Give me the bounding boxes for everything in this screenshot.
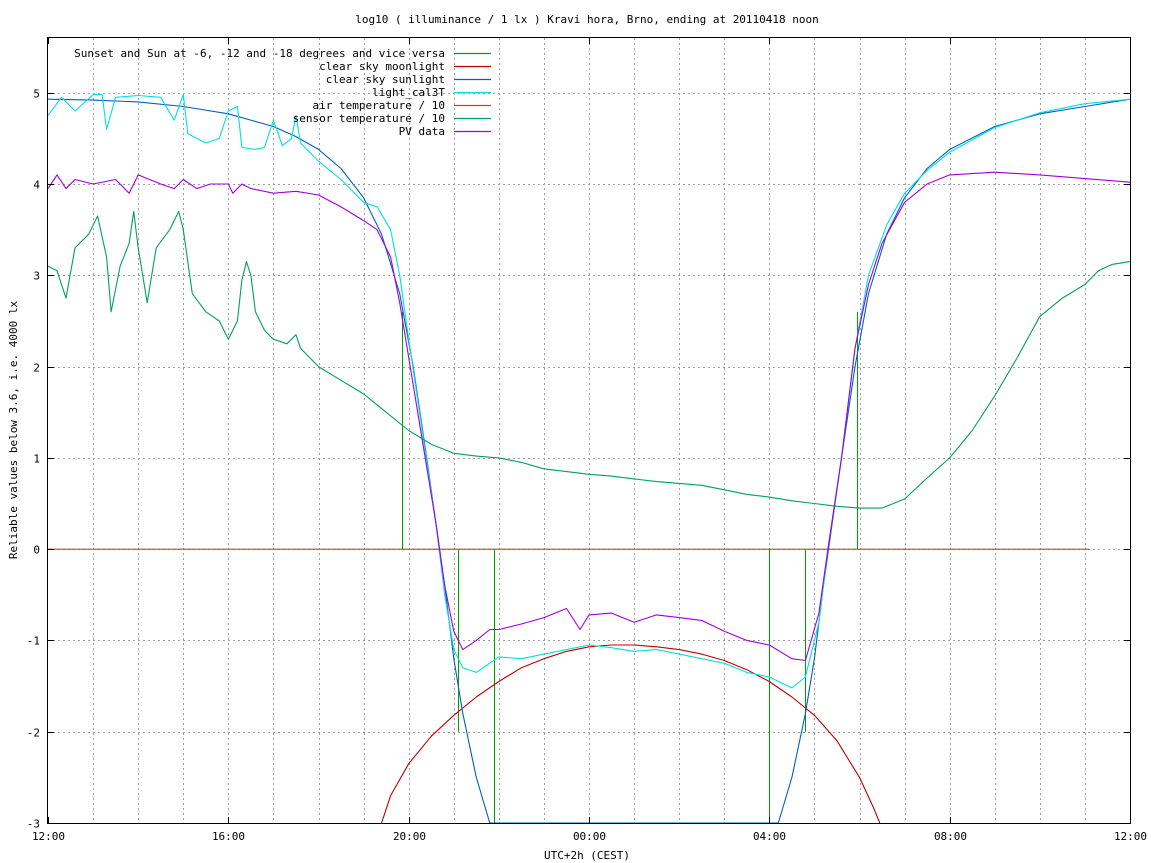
grid xyxy=(48,38,1130,823)
series-line-5 xyxy=(47,210,1131,509)
y-tick-label: 3 xyxy=(33,270,40,283)
series-line-1 xyxy=(381,644,881,824)
series-line-2 xyxy=(47,98,1131,824)
y-tick-label: 4 xyxy=(33,179,40,192)
x-tick-label: 04:00 xyxy=(753,830,786,843)
y-axis-label: Reliable values below 3.6, i.e. 4000 lx xyxy=(7,300,20,559)
series-sun-impulses xyxy=(402,311,858,823)
legend-label: Sunset and Sun at -6, -12 and -18 degree… xyxy=(74,47,445,60)
y-tick-label: 2 xyxy=(33,362,40,375)
legend: Sunset and Sun at -6, -12 and -18 degree… xyxy=(74,47,491,138)
legend-label: light_cal3T xyxy=(372,86,445,99)
y-tick-label: -1 xyxy=(27,635,40,648)
chart-title: log10 ( illuminance / 1 lx ) Kravi hora,… xyxy=(355,13,819,26)
x-axis-label: UTC+2h (CEST) xyxy=(544,849,630,862)
legend-label: PV data xyxy=(399,125,445,138)
x-tick-label: 12:00 xyxy=(32,830,65,843)
legend-label: clear sky sunlight xyxy=(326,73,445,86)
series-layer xyxy=(47,94,1131,824)
y-tick-label: 5 xyxy=(33,88,40,101)
x-tick-label: 20:00 xyxy=(393,830,426,843)
y-tick-label: -3 xyxy=(27,818,40,831)
x-tick-label: 08:00 xyxy=(934,830,967,843)
x-tick-label: 16:00 xyxy=(212,830,245,843)
y-tick-label: -2 xyxy=(27,727,40,740)
series-line-6 xyxy=(47,171,1131,662)
x-tick-label: 00:00 xyxy=(573,830,606,843)
y-tick-label: 0 xyxy=(33,544,40,557)
legend-label: clear sky moonlight xyxy=(319,60,445,73)
legend-label: air temperature / 10 xyxy=(313,99,445,112)
legend-label: sensor temperature / 10 xyxy=(293,112,445,125)
x-tick-label: 12:00 xyxy=(1114,830,1147,843)
y-tick-label: 1 xyxy=(33,453,40,466)
plot-frame xyxy=(47,37,1131,824)
